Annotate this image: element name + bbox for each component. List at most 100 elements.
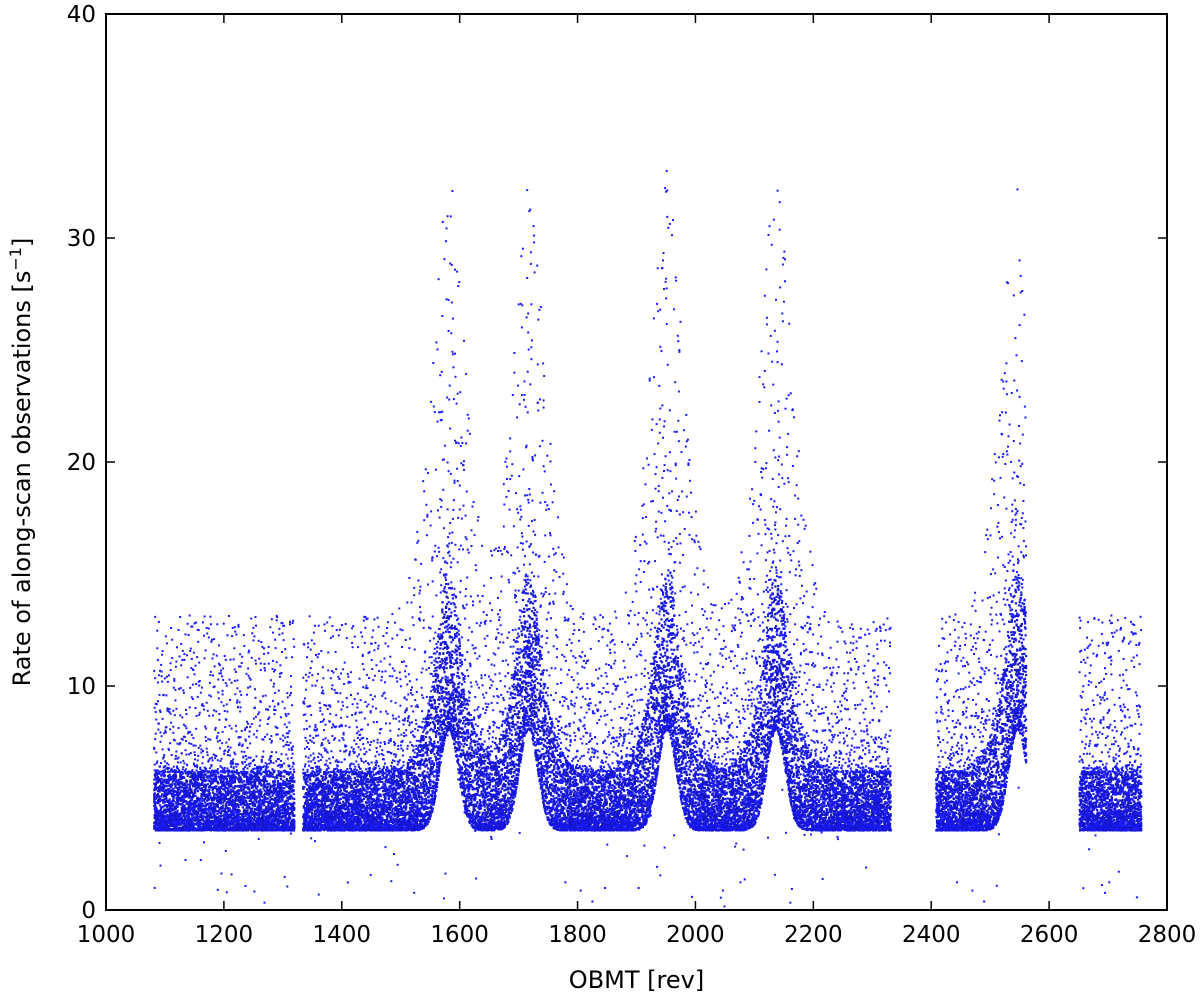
data-point bbox=[183, 653, 185, 655]
data-point bbox=[256, 755, 258, 757]
data-point bbox=[243, 751, 245, 753]
data-point bbox=[221, 675, 223, 677]
data-point bbox=[196, 801, 198, 803]
data-point bbox=[166, 642, 168, 644]
data-point bbox=[186, 713, 188, 715]
data-point bbox=[245, 800, 247, 802]
data-point bbox=[171, 639, 173, 641]
data-point bbox=[181, 781, 183, 783]
data-point bbox=[199, 768, 201, 770]
data-point bbox=[268, 794, 270, 796]
data-point bbox=[201, 787, 203, 789]
data-point bbox=[180, 664, 182, 666]
data-point bbox=[236, 687, 238, 689]
data-point bbox=[213, 803, 215, 805]
data-point bbox=[213, 653, 215, 655]
data-point bbox=[183, 659, 185, 661]
data-point bbox=[168, 782, 170, 784]
data-point bbox=[253, 718, 255, 720]
data-point bbox=[241, 751, 243, 753]
data-point bbox=[248, 675, 250, 677]
data-point bbox=[238, 626, 240, 628]
data-point bbox=[247, 723, 249, 725]
data-point bbox=[246, 694, 248, 696]
data-point bbox=[224, 767, 226, 769]
data-point bbox=[255, 663, 257, 665]
data-point bbox=[243, 768, 245, 770]
data-point bbox=[264, 667, 266, 669]
data-point bbox=[272, 632, 274, 634]
data-point bbox=[254, 808, 256, 810]
data-point bbox=[161, 778, 163, 780]
data-point bbox=[223, 753, 225, 755]
data-point bbox=[275, 760, 277, 762]
data-point bbox=[156, 760, 158, 762]
data-point bbox=[164, 815, 166, 817]
data-point bbox=[171, 754, 173, 756]
data-point bbox=[173, 678, 175, 680]
data-point bbox=[187, 623, 189, 625]
data-point bbox=[222, 690, 224, 692]
data-point bbox=[229, 679, 231, 681]
data-point bbox=[253, 891, 255, 893]
data-point bbox=[153, 670, 155, 672]
data-point bbox=[206, 627, 208, 629]
data-point bbox=[161, 735, 163, 737]
data-point bbox=[160, 865, 162, 867]
data-point bbox=[230, 659, 232, 661]
data-point bbox=[260, 808, 262, 810]
data-point bbox=[255, 625, 257, 627]
data-point bbox=[176, 646, 178, 648]
data-point bbox=[248, 757, 250, 759]
data-point bbox=[217, 772, 219, 774]
data-point bbox=[259, 789, 261, 791]
data-point bbox=[241, 662, 243, 664]
data-point bbox=[186, 787, 188, 789]
data-point bbox=[244, 784, 246, 786]
data-point bbox=[160, 796, 162, 798]
data-point bbox=[251, 814, 253, 816]
data-point bbox=[170, 627, 172, 629]
data-point bbox=[195, 707, 197, 709]
data-point bbox=[188, 634, 190, 636]
data-point bbox=[275, 751, 277, 753]
data-point bbox=[171, 783, 173, 785]
data-point bbox=[168, 767, 170, 769]
data-point bbox=[191, 658, 193, 660]
data-point bbox=[217, 679, 219, 681]
data-point bbox=[258, 838, 260, 840]
data-point bbox=[256, 730, 258, 732]
data-point bbox=[260, 768, 262, 770]
data-point bbox=[273, 683, 275, 685]
data-point bbox=[161, 793, 163, 795]
data-point bbox=[212, 658, 214, 660]
data-point bbox=[194, 754, 196, 756]
data-point bbox=[272, 668, 274, 670]
data-point bbox=[274, 805, 276, 807]
data-point bbox=[259, 719, 261, 721]
data-point bbox=[198, 714, 200, 716]
data-point bbox=[202, 815, 204, 817]
data-point bbox=[225, 776, 227, 778]
data-point bbox=[222, 668, 224, 670]
data-point bbox=[207, 738, 209, 740]
data-point bbox=[225, 659, 227, 661]
data-point bbox=[255, 616, 257, 618]
data-point bbox=[215, 776, 217, 778]
data-point bbox=[255, 697, 257, 699]
data-point bbox=[213, 805, 215, 807]
data-point bbox=[209, 682, 211, 684]
data-point bbox=[260, 701, 262, 703]
data-point bbox=[185, 800, 187, 802]
data-point bbox=[224, 750, 226, 752]
data-point bbox=[241, 656, 243, 658]
data-point bbox=[178, 802, 180, 804]
data-point bbox=[222, 807, 224, 809]
data-point bbox=[246, 764, 248, 766]
data-point bbox=[236, 679, 238, 681]
data-point bbox=[197, 790, 199, 792]
data-point bbox=[169, 798, 171, 800]
data-point bbox=[192, 684, 194, 686]
data-point bbox=[234, 669, 236, 671]
data-point bbox=[263, 782, 265, 784]
